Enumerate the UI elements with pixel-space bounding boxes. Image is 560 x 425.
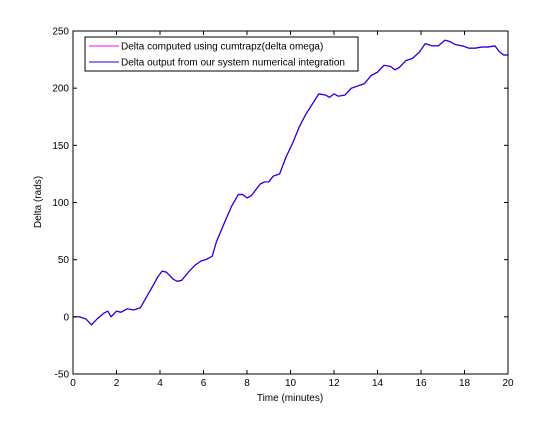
legend-label-cumtrapz: Delta computed using cumtrapz(delta omeg… <box>121 42 323 53</box>
x-axis-label: Time (minutes) <box>257 393 323 404</box>
x-tick-label: 6 <box>201 378 207 389</box>
y-axis-label: Delta (rads) <box>33 176 44 228</box>
y-tick-label: 50 <box>58 255 70 266</box>
y-tick-label: 250 <box>52 27 69 38</box>
legend: Delta computed using cumtrapz(delta omeg… <box>85 37 358 71</box>
x-tick-label: 14 <box>372 378 384 389</box>
y-tick-label: 150 <box>52 141 69 152</box>
legend-label-numerical-integration: Delta output from our system numerical i… <box>121 58 345 69</box>
y-tick-label: -50 <box>55 370 70 381</box>
x-tick-label: 12 <box>328 378 340 389</box>
x-tick-label: 0 <box>70 378 76 389</box>
x-tick-label: 4 <box>157 378 163 389</box>
x-tick-label: 10 <box>285 378 297 389</box>
x-tick-label: 16 <box>415 378 427 389</box>
x-tick-label: 18 <box>459 378 471 389</box>
x-tick-label: 8 <box>244 378 250 389</box>
x-tick-label: 20 <box>502 378 514 389</box>
y-tick-label: 200 <box>52 84 69 95</box>
plot-background <box>73 31 508 374</box>
y-tick-label: 0 <box>63 312 69 323</box>
y-tick-label: 100 <box>52 198 69 209</box>
x-tick-label: 2 <box>114 378 120 389</box>
